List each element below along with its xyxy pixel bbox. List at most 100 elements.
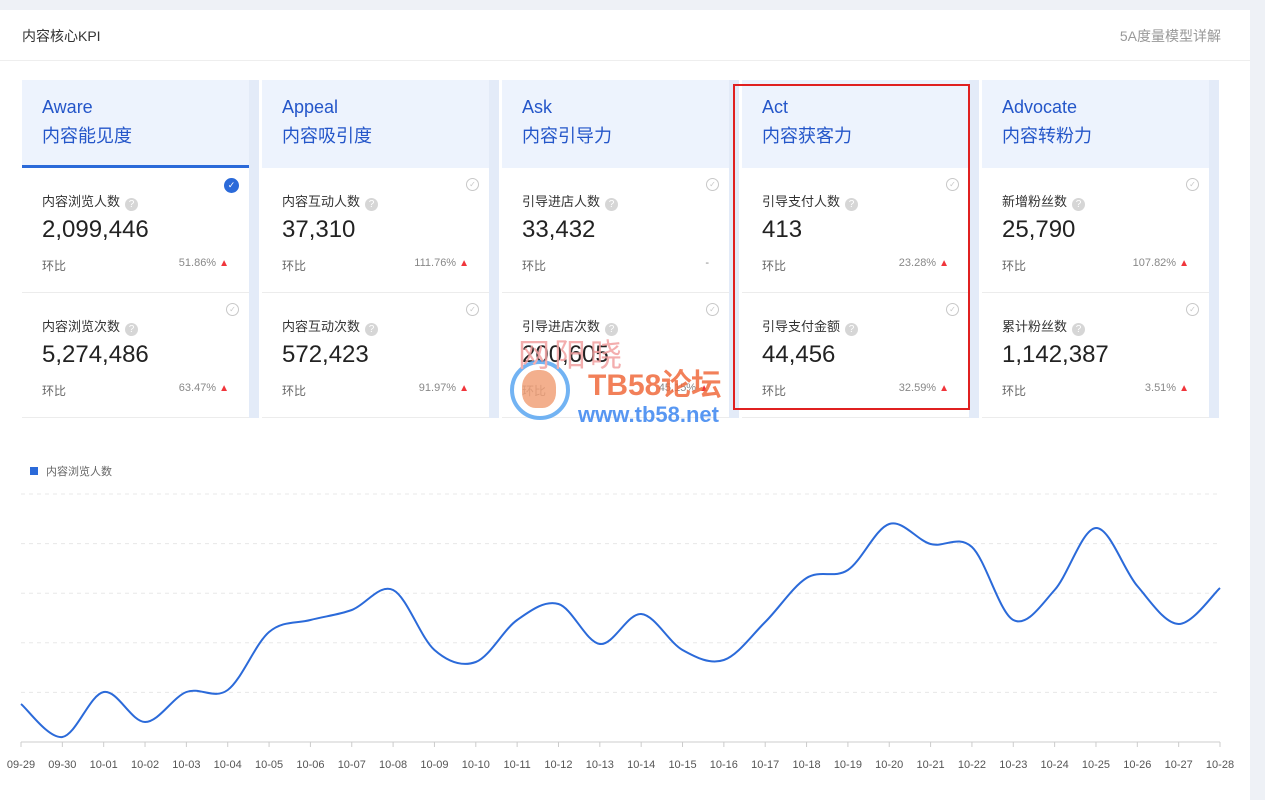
kpi-card[interactable]: ✓ 引导支付金额? 44,456 环比 32.59% ▲ <box>742 293 969 418</box>
x-tick-label: 09-30 <box>48 759 76 771</box>
data-point[interactable] <box>677 644 689 656</box>
x-tick-label: 10-19 <box>834 759 862 771</box>
kpi-value: 5,274,486 <box>42 341 149 368</box>
data-point[interactable] <box>925 538 937 550</box>
help-icon[interactable]: ? <box>125 198 139 211</box>
data-point[interactable] <box>222 684 234 696</box>
kpi-card[interactable]: ✓ 内容互动人数? 37,310 环比 111.76% ▲ <box>262 168 489 293</box>
data-point[interactable] <box>594 638 606 650</box>
help-icon[interactable]: ? <box>605 198 619 211</box>
arrow-up-icon: ▲ <box>699 383 709 394</box>
check-icon[interactable]: ✓ <box>466 178 479 191</box>
data-point[interactable] <box>387 584 399 596</box>
kpi-card[interactable]: ✓ 内容互动次数? 572,423 环比 91.97% ▲ <box>262 293 489 418</box>
arrow-up-icon: ▲ <box>1179 383 1189 394</box>
data-point[interactable] <box>98 686 110 698</box>
data-point[interactable] <box>428 644 440 656</box>
help-icon[interactable]: ? <box>605 323 619 336</box>
compare-pct: - <box>705 257 709 269</box>
compare-label: 环比 <box>1002 259 1027 273</box>
x-tick-label: 10-25 <box>1082 759 1110 771</box>
check-icon[interactable]: ✓ <box>1186 303 1199 316</box>
stage-fold <box>489 80 499 418</box>
check-icon[interactable]: ✓ <box>1186 178 1199 191</box>
kpi-label: 内容浏览次数? <box>42 316 139 336</box>
data-point[interactable] <box>1173 618 1185 630</box>
x-tick-label: 10-04 <box>214 759 242 771</box>
compare-label: 环比 <box>282 384 307 398</box>
check-icon[interactable]: ✓ <box>466 303 479 316</box>
data-point[interactable] <box>801 572 813 584</box>
data-point[interactable] <box>718 654 730 666</box>
data-point[interactable] <box>842 564 854 576</box>
panel-title: 内容核心KPI <box>22 28 101 44</box>
data-point[interactable] <box>511 614 523 626</box>
check-icon[interactable]: ✓ <box>706 178 719 191</box>
data-point[interactable] <box>1090 522 1102 534</box>
stage-tab-act[interactable]: Act 内容获客力 <box>742 80 969 168</box>
data-point[interactable] <box>1214 582 1226 594</box>
data-point[interactable] <box>966 541 978 553</box>
data-point[interactable] <box>263 626 275 638</box>
stage-tab-aware[interactable]: Aware 内容能见度 <box>22 80 249 168</box>
kpi-label: 引导进店人数? <box>522 191 619 211</box>
help-icon[interactable]: ? <box>845 323 859 336</box>
kpi-label: 新增粉丝数? <box>1002 191 1086 211</box>
stage-en-label: Aware <box>42 97 93 117</box>
stage-tab-advocate[interactable]: Advocate 内容转粉力 <box>982 80 1209 168</box>
panel-header: 内容核心KPI 5A度量模型详解 <box>0 10 1250 61</box>
compare-label: 环比 <box>522 259 547 273</box>
kpi-card[interactable]: ✓ 引导进店次数? 200,605 环比 45.15% ▲ <box>502 293 729 418</box>
help-icon[interactable]: ? <box>365 323 379 336</box>
stage-tab-appeal[interactable]: Appeal 内容吸引度 <box>262 80 489 168</box>
help-icon[interactable]: ? <box>1072 323 1086 336</box>
kpi-card[interactable]: ✓ 引导支付人数? 413 环比 23.28% ▲ <box>742 168 969 293</box>
check-icon[interactable]: ✓ <box>946 178 959 191</box>
x-tick-label: 10-17 <box>751 759 779 771</box>
data-point[interactable] <box>1007 614 1019 626</box>
x-tick-label: 10-07 <box>338 759 366 771</box>
series-line[interactable] <box>20 522 1221 738</box>
data-point[interactable] <box>346 604 358 616</box>
arrow-up-icon: ▲ <box>459 258 469 269</box>
kpi-label: 引导支付人数? <box>762 191 859 211</box>
help-icon[interactable]: ? <box>125 323 139 336</box>
data-point[interactable] <box>180 686 192 698</box>
data-point[interactable] <box>635 608 647 620</box>
data-point[interactable] <box>304 614 316 626</box>
check-icon[interactable]: ✓ <box>706 303 719 316</box>
check-icon[interactable]: ✓ <box>946 303 959 316</box>
help-icon[interactable]: ? <box>365 198 379 211</box>
data-point[interactable] <box>56 731 68 743</box>
check-icon[interactable]: ✓ <box>224 178 239 193</box>
stage-tab-ask[interactable]: Ask 内容引导力 <box>502 80 729 168</box>
model-detail-link[interactable]: 5A度量模型详解 <box>1119 28 1221 44</box>
kpi-label: 内容浏览人数? <box>42 191 139 211</box>
data-point[interactable] <box>139 716 151 728</box>
kpi-card[interactable]: ✓ 内容浏览次数? 5,274,486 环比 63.47% ▲ <box>22 293 249 418</box>
data-point[interactable] <box>883 518 895 530</box>
check-icon[interactable]: ✓ <box>226 303 239 316</box>
compare-label: 环比 <box>762 259 787 273</box>
help-icon[interactable]: ? <box>845 198 859 211</box>
chart-legend[interactable]: 内容浏览人数 <box>30 463 112 479</box>
data-point[interactable] <box>1049 584 1061 596</box>
x-tick-label: 10-24 <box>1041 759 1069 771</box>
kpi-card[interactable]: ✓ 新增粉丝数? 25,790 环比 107.82% ▲ <box>982 168 1209 293</box>
data-point[interactable] <box>552 598 564 610</box>
data-point[interactable] <box>1131 580 1143 592</box>
arrow-up-icon: ▲ <box>219 383 229 394</box>
kpi-card[interactable]: ✓ 引导进店人数? 33,432 环比 - <box>502 168 729 293</box>
compare-pct: 63.47% ▲ <box>178 382 229 394</box>
legend-swatch <box>30 467 38 475</box>
data-point[interactable] <box>15 698 27 710</box>
data-point[interactable] <box>759 616 771 628</box>
kpi-label: 引导进店次数? <box>522 316 619 336</box>
kpi-card[interactable]: ✓ 累计粉丝数? 1,142,387 环比 3.51% ▲ <box>982 293 1209 418</box>
data-point[interactable] <box>470 656 482 668</box>
x-tick-label: 10-08 <box>379 759 407 771</box>
x-tick-label: 10-05 <box>255 759 283 771</box>
help-icon[interactable]: ? <box>1072 198 1086 211</box>
kpi-card[interactable]: ✓ 内容浏览人数? 2,099,446 环比 51.86% ▲ <box>22 168 249 293</box>
kpi-label: 内容互动人数? <box>282 191 379 211</box>
